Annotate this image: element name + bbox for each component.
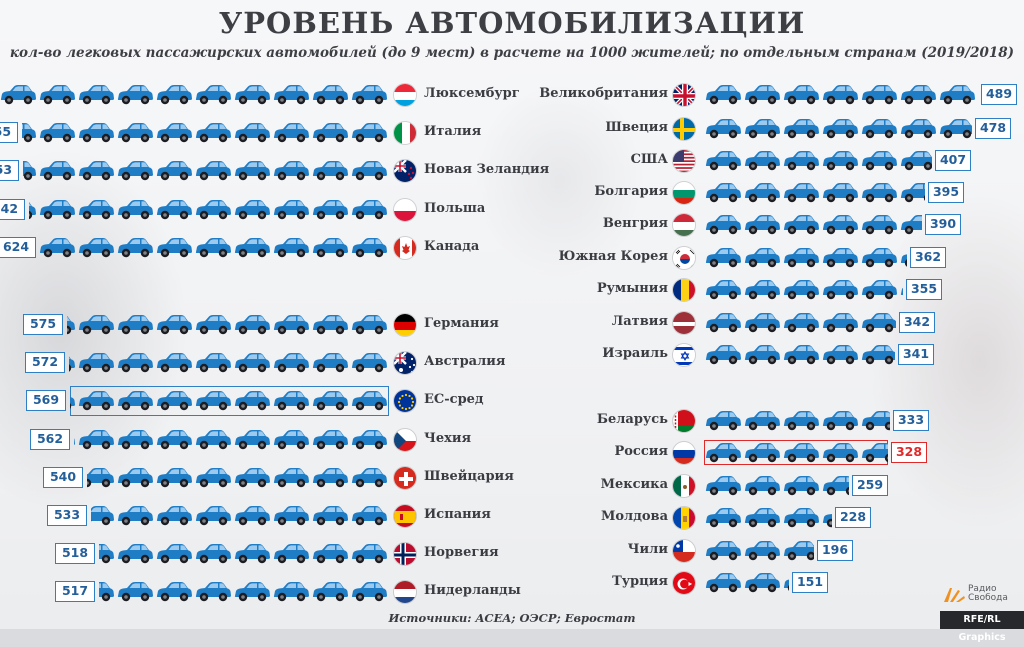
country-label: Турция [612,574,668,589]
value-label: 228 [835,507,871,528]
chart-row-ro: 355 Румыния [0,276,1024,304]
value-label: 355 [906,279,942,300]
car-bar [704,148,932,174]
value-label: 151 [792,572,828,593]
flag-lv-icon [672,311,696,335]
country-label: Израиль [602,346,668,361]
chart-row-hu: 390 Венгрия [0,211,1024,239]
country-label: ЕС-сред [424,392,484,407]
chart-row-ru: 328 Россия [0,439,1024,467]
country-label: Чили [628,542,668,557]
chart-row-us: 407 США [0,147,1024,175]
flag-kr-icon [672,246,696,270]
chart-row-md: 228 Молдова [0,504,1024,532]
chart-row-se: 478 Швеция [0,115,1024,143]
chart-row-bg: 395 Болгария [0,179,1024,207]
chart-row-tr: 151 Турция [0,569,1024,597]
car-bar [704,277,903,303]
country-label: Швеция [605,120,668,135]
flag-gb-icon [672,83,696,107]
chart-row-gb: 489 Великобритания [0,81,1024,109]
value-label: 333 [893,410,929,431]
value-label: 489 [981,84,1017,105]
country-label: Болгария [594,184,668,199]
car-bar [704,180,925,206]
car-bar [704,440,888,466]
chart-row-by: 333 Беларусь [0,407,1024,435]
value-label: 395 [928,182,964,203]
country-label: Венгрия [603,216,668,231]
value-label: 390 [925,214,961,235]
country-label: Румыния [597,281,668,296]
chart-row-cl: 196 Чили [0,537,1024,565]
value-label: 407 [935,150,971,171]
country-label: США [631,152,668,167]
car-bar [704,116,972,142]
value-label: 196 [817,540,853,561]
flag-bg-icon [672,181,696,205]
source-note: Источники: ACEA; ОЭСР; Евростат [0,611,1024,625]
country-label: Великобритания [539,86,668,101]
country-label: Латвия [612,314,668,329]
flag-us-icon [672,149,696,173]
value-label: 259 [852,475,888,496]
country-label: Беларусь [597,412,668,427]
car-bar [704,245,907,271]
chart-row-mx: 259 Мексика [0,472,1024,500]
flag-ru-icon [672,441,696,465]
chart-row-il: 341 Израиль [0,341,1024,369]
flag-by-icon [672,409,696,433]
country-label: Мексика [601,477,668,492]
car-bar [704,570,789,596]
car-bar [704,538,814,564]
chart-row-lv: 342 Латвия [0,309,1024,337]
country-label: Россия [614,444,668,459]
flag-il-icon [672,343,696,367]
graphics-credit: RFE/RL Graphics [940,611,1024,629]
car-bar [704,505,832,531]
car-bar [704,473,849,499]
flag-tr-icon [672,571,696,595]
flag-hu-icon [672,213,696,237]
flag-ro-icon [672,278,696,302]
car-bar [704,342,895,368]
value-label: 342 [899,312,935,333]
flag-cl-icon [672,539,696,563]
flag-se-icon [672,117,696,141]
car-bar [704,310,896,336]
car-bar [704,212,922,238]
value-label: 341 [898,344,934,365]
chart-rows: 694Люксембург655Италия653Новая Зеландия6… [0,0,1024,629]
chart-row-kr: 362 Южная Корея [0,244,1024,272]
value-label: 362 [910,247,946,268]
car-bar [704,82,978,108]
country-label: Молдова [601,509,668,524]
flag-mx-icon [672,474,696,498]
flag-md-icon [672,506,696,530]
logo-text: Радио Свобода [968,585,1024,603]
country-label: Южная Корея [559,249,668,264]
car-bar [704,408,890,434]
value-label: 328 [891,442,927,463]
value-label: 478 [975,118,1011,139]
